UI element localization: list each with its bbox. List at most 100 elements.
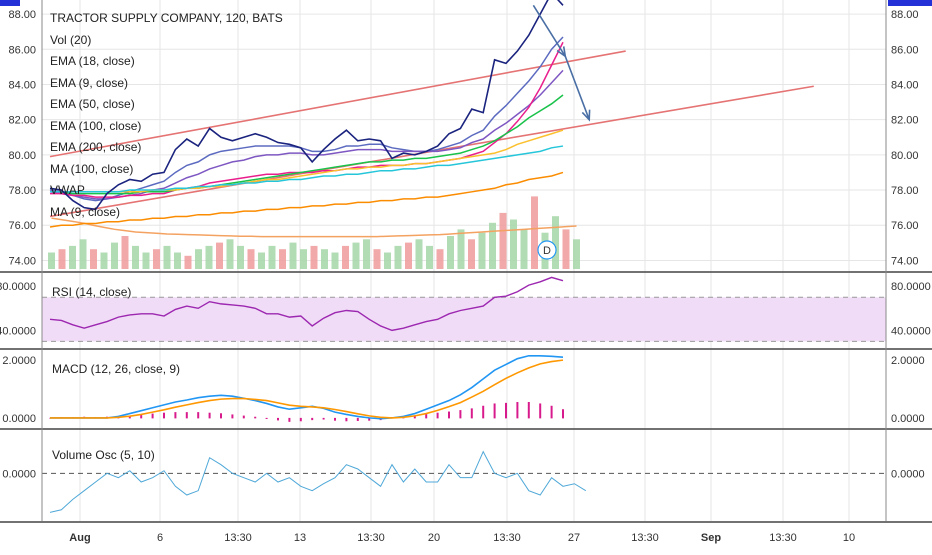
volume-bar [226,239,234,269]
volume-bar [478,232,486,269]
legend-ma100[interactable]: MA (100, close) [50,161,134,176]
macd-histogram-bar [459,410,462,419]
macd-histogram-bar [128,415,131,419]
macd-histogram-bar [345,417,348,422]
y-tick-left: 78.00 [8,185,36,197]
rsi-tick-left: 80.0000 [0,281,36,293]
x-tick-label: 27 [568,532,580,544]
volume-bar [100,252,108,269]
macd-histogram-bar [174,412,177,419]
volume-bar [79,239,87,269]
macd-histogram-bar [550,405,553,419]
price-line [49,0,564,211]
volume-bar [331,252,339,269]
macd-histogram-bar [334,417,336,421]
volume-bar [447,236,454,269]
legend-ema18[interactable]: EMA (18, close) [50,54,135,68]
volume-bar [405,242,412,269]
series-line-ema-50-close- [50,41,564,198]
y-tick-left: 86.00 [8,44,36,56]
macd-histogram-bar [197,412,200,419]
y-tick-left: 84.00 [8,79,36,91]
y-tick-right: 84.00 [891,79,919,91]
x-tick-label: 20 [428,532,440,544]
y-tick-left: 76.00 [8,220,36,232]
legend-vwap[interactable]: VWAP [50,183,85,197]
macd-histogram-bar [277,417,279,421]
y-tick-right: 74.00 [891,255,919,267]
volosc-tick-right: 0.0000 [891,468,925,480]
y-tick-right: 80.00 [891,150,919,162]
macd-histogram-bar [425,413,428,419]
volume-bar [520,229,528,269]
rsi-tick-right: 80.0000 [891,281,931,293]
macd-histogram-bar [562,409,564,419]
legend-ema9[interactable]: EMA (9, close) [50,75,129,90]
rsi-tick-left: 40.0000 [0,325,36,337]
macd-title[interactable]: MACD (12, 26, close, 9) [52,362,181,376]
dividend-marker-circle [537,240,557,260]
macd-histogram-bar [288,417,291,422]
macd-histogram-bar [527,402,530,419]
volume-bar [531,196,538,269]
x-tick-label: 13:30 [631,532,659,544]
volume-bar [279,249,286,269]
rsi-title[interactable]: RSI (14, close) [52,285,132,299]
legend-ema50[interactable]: EMA (50, close) [50,97,135,111]
macd-histogram-bar [516,402,519,419]
y-tick-left: 80.00 [8,150,36,162]
volume-bar [58,249,66,269]
volume-bar [205,245,213,269]
y-tick-left: 74.00 [8,255,36,267]
volume-bar [268,245,276,269]
macd-histogram-bar [368,417,371,421]
rsi-band [42,297,886,342]
series-line-ema-200-close- [50,129,564,193]
rsi-line [49,276,564,332]
top-left-marker [0,0,20,6]
legend-ema100[interactable]: EMA (100, close) [50,118,142,133]
x-tick-label: 13:30 [493,532,521,544]
volume-bar [48,252,55,269]
legend-ma9[interactable]: MA (9, close) [50,204,121,219]
macd-histogram-bar [185,412,188,419]
macd-histogram-bar [163,412,165,419]
x-tick-label: 13 [294,532,306,544]
macd-tick-right: 2.0000 [891,355,925,367]
volume-bar [457,229,465,269]
macd-histogram-bar [322,417,325,420]
arrow-head [581,109,591,122]
volume-bar [415,239,423,269]
volume-bar [342,245,349,269]
macd-histogram-bar [470,408,473,419]
x-tick-label: 10 [843,532,855,544]
macd-histogram-bar [265,417,268,419]
macd-histogram-bar [505,402,507,419]
macd-histogram-bar [356,417,359,421]
main-legend: TRACTOR SUPPLY COMPANY, 120, BATS Vol (2… [50,8,283,223]
macd-histogram-bar [151,413,154,419]
volume-bar [142,252,150,269]
volume-bar [247,249,255,269]
volume-bar [321,249,328,269]
macd-histogram-bar [299,417,302,422]
volume-bar [384,252,391,269]
legend-vol[interactable]: Vol (20) [50,32,92,47]
volosc-line [49,450,587,513]
x-tick-label: Aug [69,532,90,544]
y-tick-right: 88.00 [891,9,919,21]
volume-bar [289,242,297,269]
volosc-title[interactable]: Volume Osc (5, 10) [52,448,155,462]
legend-ema200[interactable]: EMA (200, close) [50,140,142,154]
macd-histogram-bar [242,415,245,419]
top-right-marker [888,0,932,6]
macd-tick-right: 0.0000 [891,413,925,425]
volume-bar [510,219,517,269]
annotations: D [532,4,591,260]
volume-bar [436,249,444,269]
volume-bar [216,242,223,269]
chart-title: TRACTOR SUPPLY COMPANY, 120, BATS [50,11,283,25]
series-line-ema-100-close- [50,94,564,195]
